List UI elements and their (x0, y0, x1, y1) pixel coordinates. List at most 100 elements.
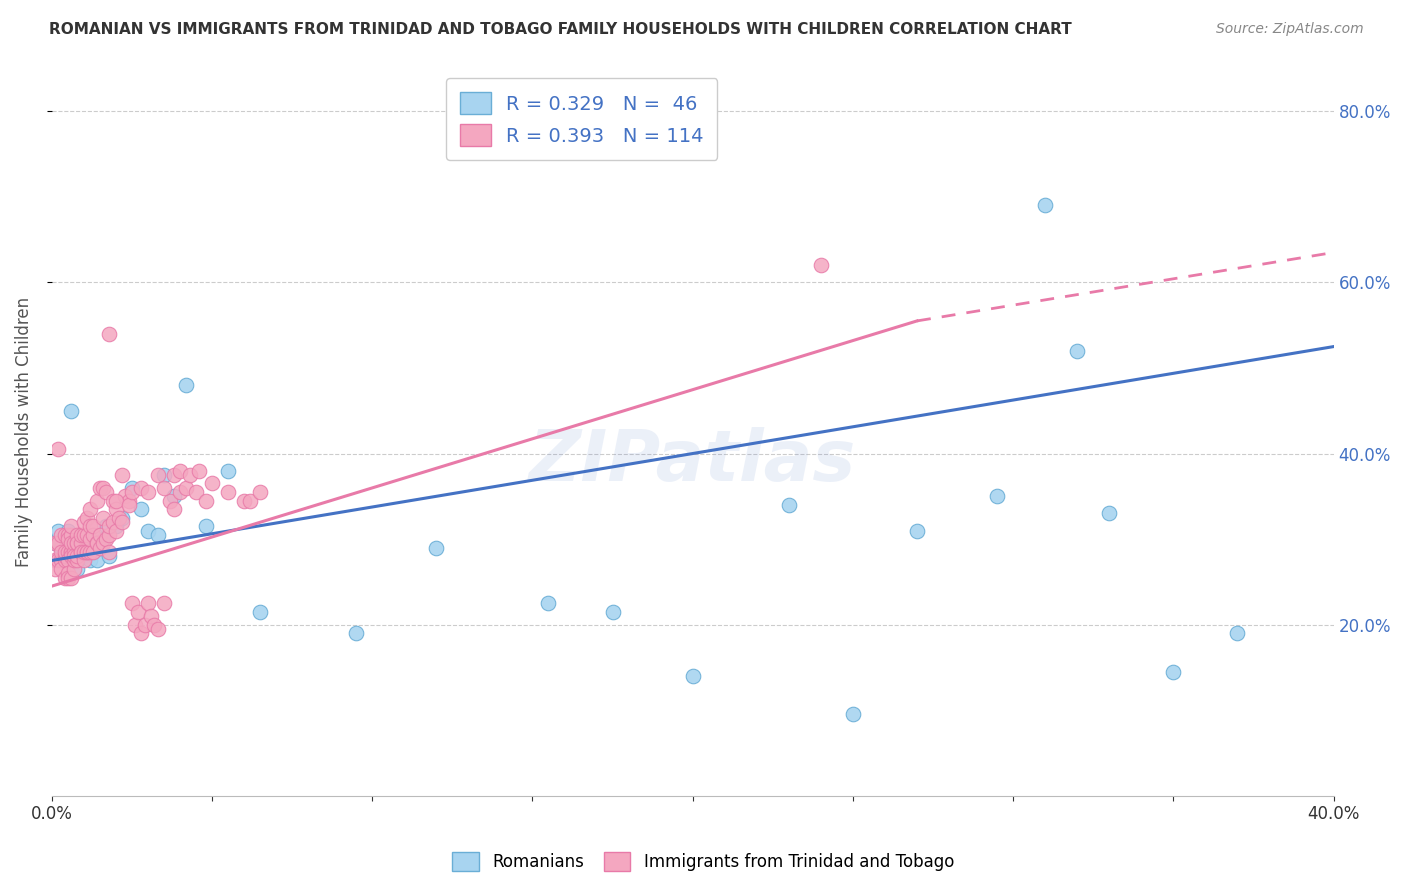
Point (63, 545, 86, 559)
Point (131, 626, 153, 640)
Point (425, 541, 447, 555)
Point (51, 562, 73, 576)
Legend: Romanians, Immigrants from Trinidad and Tobago: Romanians, Immigrants from Trinidad and … (443, 843, 963, 880)
Point (76, 510, 98, 524)
Point (79, 553, 101, 567)
Point (44, 536, 66, 550)
Point (143, 617, 166, 632)
Point (66, 536, 89, 550)
Point (176, 378, 198, 392)
Point (778, 498, 800, 512)
Point (79, 545, 101, 559)
Point (63, 553, 86, 567)
Point (79, 519, 101, 533)
Point (86, 536, 108, 550)
Point (66, 549, 89, 564)
Text: ZIPatlas: ZIPatlas (529, 426, 856, 496)
Point (89, 541, 111, 555)
Point (63, 549, 86, 564)
Point (98, 549, 121, 564)
Point (121, 485, 143, 500)
Text: Source: ZipAtlas.com: Source: ZipAtlas.com (1216, 22, 1364, 37)
Point (79, 502, 101, 516)
Point (53, 528, 76, 542)
Legend: R = 0.329   N =  46, R = 0.393   N = 114: R = 0.329 N = 46, R = 0.393 N = 114 (446, 78, 717, 160)
Point (1033, 198, 1056, 212)
Point (217, 485, 239, 500)
Point (46, 553, 69, 567)
Point (73, 549, 96, 564)
Point (66, 562, 89, 576)
Point (44, 553, 66, 567)
Point (69, 536, 91, 550)
Point (176, 481, 198, 495)
Point (104, 519, 127, 533)
Point (169, 464, 191, 478)
Point (86, 536, 108, 550)
Point (53, 549, 76, 564)
Point (82, 519, 104, 533)
Point (59, 519, 82, 533)
Point (56, 545, 79, 559)
Point (59, 528, 82, 542)
Point (66, 536, 89, 550)
Point (114, 489, 136, 503)
Point (134, 617, 156, 632)
Point (101, 493, 124, 508)
Point (91, 532, 114, 546)
Point (59, 403, 82, 417)
Point (91, 481, 114, 495)
Point (905, 524, 928, 538)
Point (162, 489, 184, 503)
Point (810, 258, 832, 272)
Point (86, 493, 108, 508)
Point (86, 553, 108, 567)
Point (79, 532, 101, 546)
Point (537, 596, 560, 610)
Point (121, 596, 143, 610)
Point (104, 524, 127, 538)
Point (136, 596, 159, 610)
Point (82, 528, 104, 542)
Point (842, 707, 865, 722)
Point (73, 515, 96, 529)
Point (96, 519, 118, 533)
Point (201, 476, 224, 491)
Point (63, 549, 86, 564)
Point (51, 541, 73, 555)
Point (89, 481, 111, 495)
Point (239, 493, 262, 508)
Point (96, 485, 118, 500)
Point (63, 536, 86, 550)
Point (159, 493, 181, 508)
Point (153, 596, 176, 610)
Point (63, 562, 86, 576)
Point (69, 528, 91, 542)
Point (51, 553, 73, 567)
Point (111, 515, 134, 529)
Point (59, 545, 82, 559)
Point (986, 489, 1008, 503)
Point (76, 545, 98, 559)
Point (136, 485, 159, 500)
Point (98, 528, 121, 542)
Point (69, 545, 91, 559)
Point (121, 481, 143, 495)
Point (194, 519, 217, 533)
Point (217, 464, 239, 478)
Point (53, 545, 76, 559)
Point (76, 545, 98, 559)
Point (51, 528, 73, 542)
Point (76, 528, 98, 542)
Point (73, 545, 96, 559)
Point (101, 515, 124, 529)
Point (98, 326, 121, 341)
Point (153, 481, 176, 495)
Point (682, 669, 704, 683)
Point (98, 519, 121, 533)
Point (139, 609, 162, 624)
Point (56, 566, 79, 581)
Point (131, 481, 153, 495)
Point (53, 553, 76, 567)
Point (1163, 665, 1185, 679)
